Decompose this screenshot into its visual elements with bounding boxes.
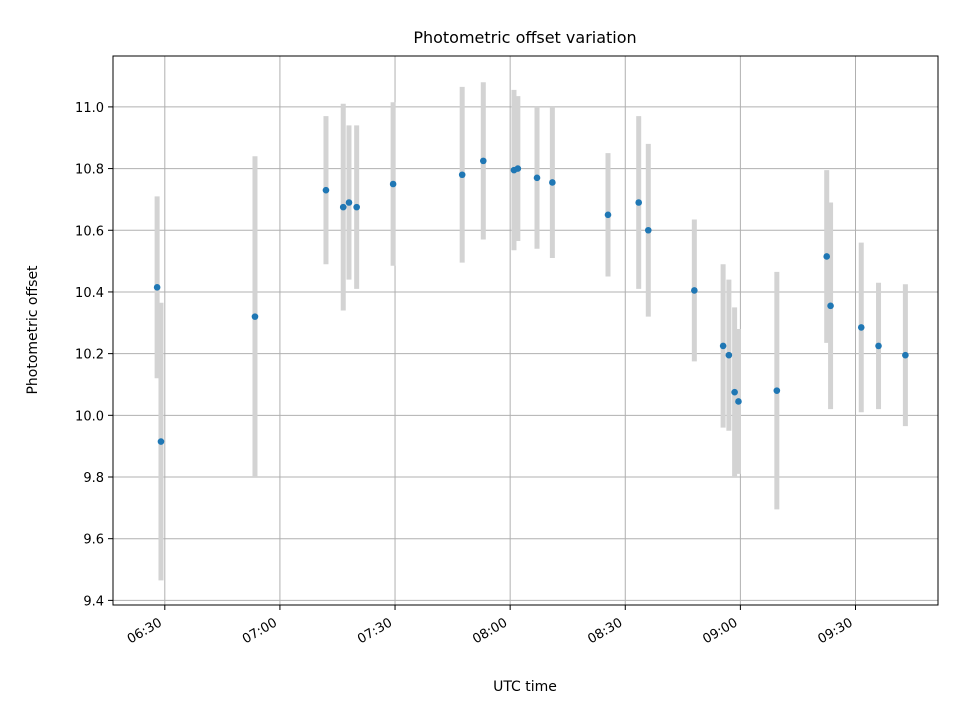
data-point: [251, 313, 259, 320]
x-tick-label: 07:30: [355, 615, 395, 647]
data-point: [773, 387, 781, 394]
x-axis: 06:30 07:00 07:30 08:00 08:30 09:00 09:30: [125, 605, 856, 647]
chart-title: Photometric offset variation: [413, 28, 636, 47]
x-tick-label: 08:00: [470, 615, 510, 647]
x-tick-label: 06:30: [125, 615, 165, 647]
data-point: [635, 199, 642, 206]
data-point: [389, 180, 397, 188]
y-tick-label: 11.0: [75, 101, 104, 116]
data-point: [823, 253, 831, 260]
data-point: [731, 388, 738, 396]
x-tick-label: 09:00: [700, 615, 740, 647]
data-point: [458, 171, 466, 179]
data-point: [514, 165, 522, 172]
y-tick-label: 9.8: [83, 471, 104, 486]
x-axis-label: UTC time: [493, 679, 557, 695]
x-tick-label: 09:30: [816, 615, 856, 647]
data-point: [339, 203, 347, 211]
data-point: [549, 179, 556, 186]
data-point: [322, 186, 330, 194]
data-point: [902, 351, 909, 359]
data-point: [875, 342, 882, 350]
data-point: [719, 342, 727, 350]
data-point: [735, 398, 742, 405]
data-point: [353, 203, 360, 211]
data-point: [533, 174, 541, 182]
data-point: [479, 157, 487, 165]
data-point: [725, 351, 733, 359]
data-point: [644, 226, 652, 234]
y-axis: 9.4 9.6 9.8 10.0 10.2 10.4 10.6 10.8 11.0: [75, 101, 113, 609]
y-tick-label: 10.8: [75, 163, 104, 178]
y-tick-label: 9.4: [83, 594, 104, 609]
data-point: [604, 211, 612, 219]
data-points: [153, 157, 909, 445]
y-tick-label: 10.6: [75, 224, 104, 239]
y-tick-label: 10.4: [75, 286, 104, 301]
y-tick-label: 10.0: [75, 409, 104, 424]
data-point: [345, 199, 353, 206]
data-point: [153, 284, 161, 291]
plot-frame: [112, 55, 939, 606]
x-tick-label: 07:00: [240, 615, 280, 647]
y-tick-label: 10.2: [75, 348, 104, 363]
x-tick-label: 08:30: [585, 615, 625, 647]
data-point: [857, 324, 865, 331]
data-point: [157, 438, 165, 445]
data-point: [691, 287, 698, 294]
plot-background: [113, 56, 938, 605]
y-axis-label: Photometric offset: [25, 265, 41, 395]
data-point: [827, 302, 834, 310]
y-tick-label: 9.6: [83, 533, 104, 548]
